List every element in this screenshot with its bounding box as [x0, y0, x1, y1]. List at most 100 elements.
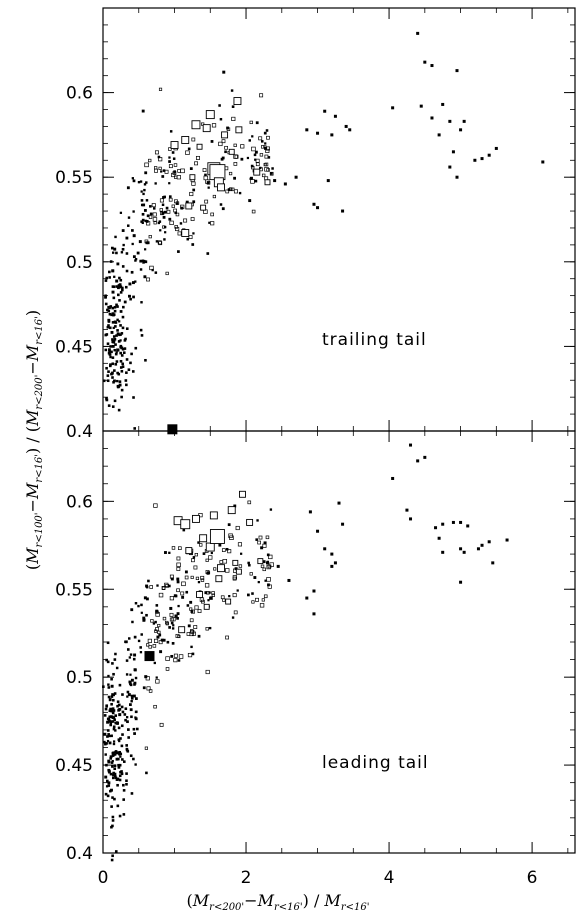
- data-point: [106, 374, 110, 377]
- y-tick-label: 0.4: [66, 844, 93, 864]
- data-point: [176, 588, 180, 593]
- data-point: [116, 379, 119, 383]
- data-point: [221, 139, 226, 144]
- data-point: [105, 276, 109, 280]
- data-point: [113, 658, 117, 661]
- data-point: [266, 135, 270, 140]
- data-point: [104, 707, 108, 711]
- data-point: [153, 207, 156, 210]
- data-point: [125, 269, 129, 273]
- data-point: [191, 137, 196, 142]
- data-point: [333, 561, 337, 565]
- data-point: [155, 604, 159, 607]
- data-point: [120, 395, 123, 399]
- data-point: [119, 737, 122, 740]
- data-point: [186, 604, 190, 607]
- data-point: [117, 738, 121, 741]
- data-point: [175, 202, 179, 205]
- data-point: [118, 299, 121, 302]
- data-point: [112, 740, 116, 743]
- data-point: [123, 713, 127, 716]
- data-point: [208, 221, 211, 224]
- data-point: [131, 229, 134, 232]
- data-point: [416, 459, 420, 463]
- data-point: [187, 624, 191, 628]
- data-point: [110, 372, 113, 376]
- data-point: [145, 676, 150, 681]
- data-point: [185, 150, 190, 155]
- data-point: [269, 508, 273, 511]
- data-point: [192, 188, 196, 192]
- data-point: [264, 146, 267, 150]
- data-point: [107, 324, 110, 327]
- data-point: [159, 198, 164, 203]
- data-point: [261, 140, 264, 143]
- data-point: [261, 173, 266, 178]
- data-point: [118, 750, 122, 754]
- data-point: [263, 594, 268, 599]
- data-point: [111, 405, 115, 408]
- y-tick-label: 0.4: [66, 422, 93, 442]
- data-point: [115, 334, 118, 337]
- data-point: [249, 120, 253, 125]
- data-point: [140, 633, 143, 636]
- data-point: [111, 290, 115, 294]
- data-point: [142, 616, 146, 620]
- data-point: [143, 209, 147, 212]
- data-point: [158, 640, 163, 645]
- data-point: [202, 552, 206, 555]
- open-square-point: [205, 542, 215, 552]
- data-point: [437, 536, 441, 540]
- data-point: [119, 351, 122, 355]
- y-tick-label: 0.55: [55, 580, 93, 600]
- data-point: [111, 815, 115, 819]
- data-point: [225, 568, 230, 573]
- data-point: [125, 327, 129, 330]
- data-point: [125, 640, 128, 644]
- data-point: [142, 618, 146, 622]
- data-point: [107, 717, 111, 721]
- y-tick-label: 0.5: [66, 253, 93, 273]
- data-point: [121, 733, 124, 736]
- data-point: [157, 221, 160, 225]
- data-point: [175, 633, 180, 638]
- data-point: [236, 589, 239, 592]
- data-point: [120, 369, 124, 373]
- data-point: [107, 370, 110, 373]
- data-point: [131, 177, 134, 180]
- data-point: [119, 752, 123, 756]
- data-point: [189, 607, 193, 611]
- data-point: [117, 765, 121, 769]
- data-point: [127, 728, 130, 731]
- data-point: [129, 754, 133, 758]
- data-point: [165, 622, 169, 626]
- data-point: [111, 819, 115, 822]
- data-point: [133, 653, 137, 657]
- data-point: [462, 550, 466, 554]
- data-point: [124, 707, 128, 711]
- data-point: [134, 676, 138, 680]
- data-point: [152, 212, 157, 217]
- data-point: [226, 127, 231, 131]
- data-point: [134, 280, 137, 283]
- data-point: [129, 708, 133, 712]
- data-point: [124, 337, 127, 341]
- data-point: [150, 619, 154, 623]
- data-point: [133, 681, 137, 685]
- data-point: [197, 541, 200, 544]
- data-point: [264, 154, 269, 159]
- data-point: [287, 578, 291, 582]
- data-point: [119, 278, 123, 282]
- data-point: [430, 64, 434, 68]
- data-point: [110, 709, 114, 713]
- data-point: [148, 158, 152, 163]
- data-point: [262, 567, 266, 572]
- data-point: [124, 718, 127, 722]
- data-point: [164, 582, 169, 587]
- data-point: [224, 145, 228, 150]
- data-point: [225, 547, 229, 551]
- data-point: [141, 259, 145, 262]
- data-point: [155, 612, 160, 617]
- data-point: [112, 773, 115, 777]
- data-point: [140, 334, 144, 337]
